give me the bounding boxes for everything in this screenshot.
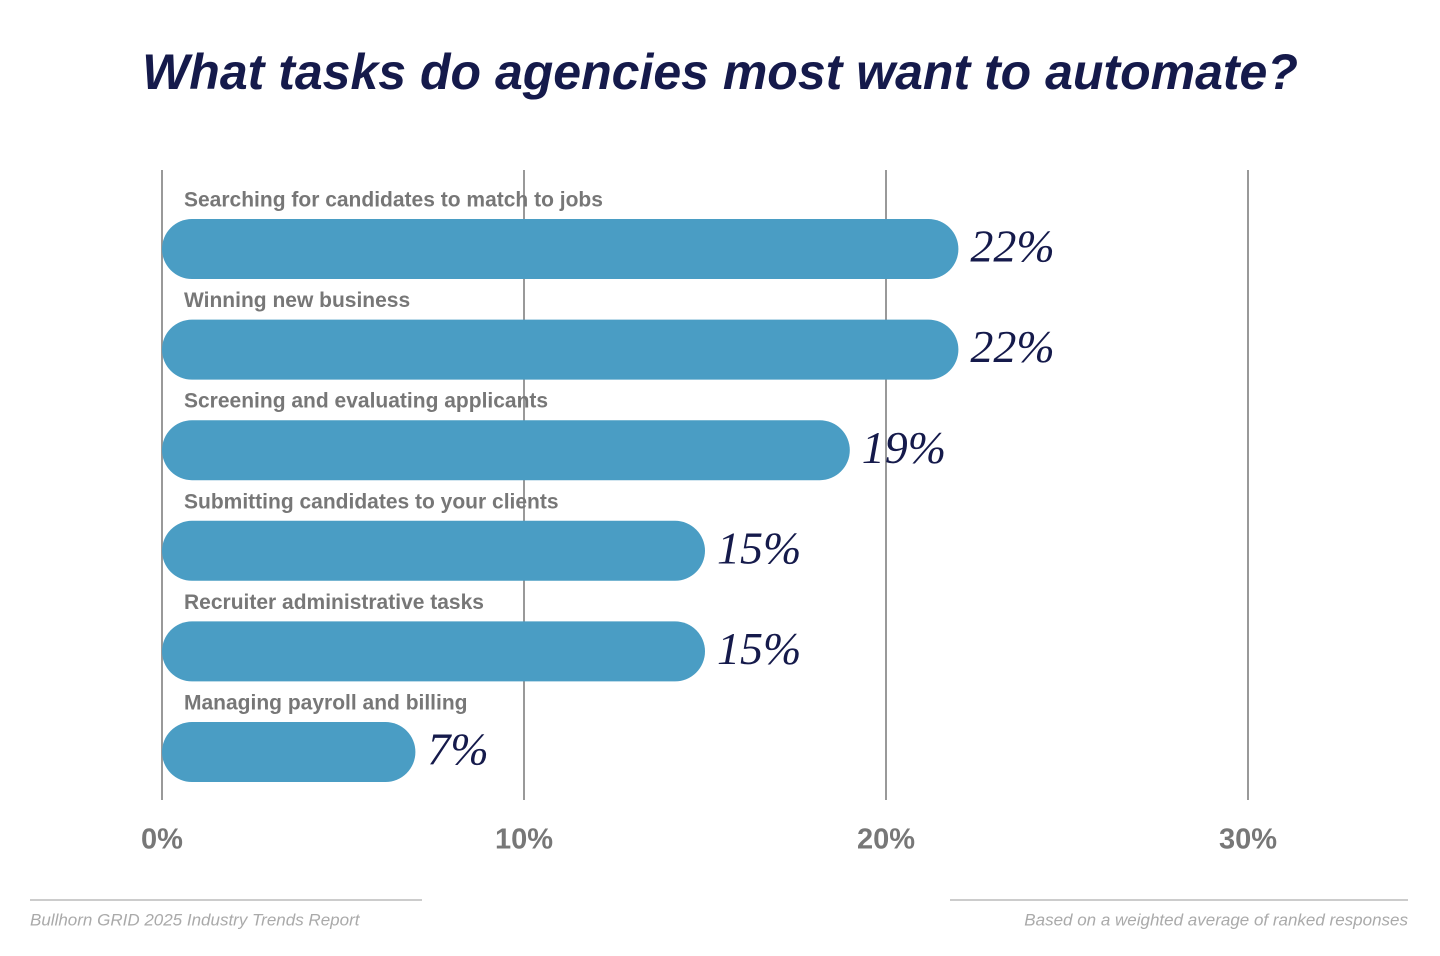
bar xyxy=(162,319,959,380)
bar xyxy=(162,722,416,782)
x-tick-label: 0% xyxy=(141,824,183,856)
x-tick-label: 10% xyxy=(495,824,553,856)
value-label: 15% xyxy=(717,623,801,674)
value-label: 22% xyxy=(970,221,1054,272)
category-label: Screening and evaluating applicants xyxy=(184,390,548,413)
note: Based on a weighted average of ranked re… xyxy=(1024,910,1408,929)
category-label: Managing payroll and billing xyxy=(184,692,468,715)
category-label: Recruiter administrative tasks xyxy=(184,591,484,614)
category-label: Submitting candidates to your clients xyxy=(184,490,559,513)
category-label: Searching for candidates to match to job… xyxy=(184,189,603,212)
value-label: 7% xyxy=(427,724,488,775)
value-label: 19% xyxy=(862,422,946,473)
bar xyxy=(162,520,705,581)
value-label: 15% xyxy=(717,522,801,573)
chart-title: What tasks do agencies most want to auto… xyxy=(142,44,1298,100)
bar xyxy=(162,621,705,682)
bar xyxy=(162,420,850,481)
category-label: Winning new business xyxy=(184,289,410,312)
bar xyxy=(162,219,959,279)
x-tick-label: 30% xyxy=(1219,824,1277,856)
x-tick-label: 20% xyxy=(857,824,915,856)
source: Bullhorn GRID 2025 Industry Trends Repor… xyxy=(30,910,361,929)
value-label: 22% xyxy=(970,321,1054,372)
